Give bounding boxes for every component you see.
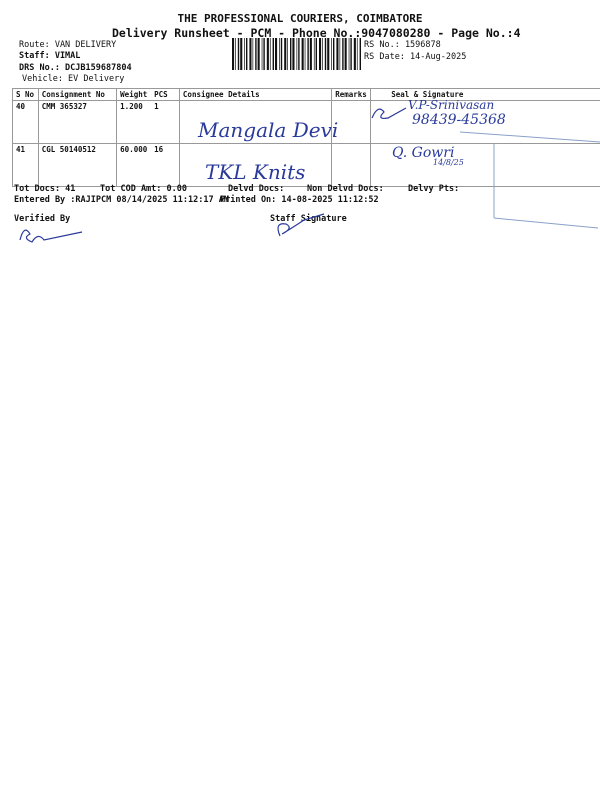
cell-weight: 60.000 xyxy=(116,143,152,187)
drs-no: DRS No.: DCJB159687804 xyxy=(19,63,132,73)
tot-docs: Tot Docs: 41 xyxy=(14,184,76,194)
barcode-bar xyxy=(313,38,315,70)
pen-marks xyxy=(19,107,600,243)
runsheet-table: S No Consignment No Weight PCS Consignee… xyxy=(12,88,600,187)
stamp-outline xyxy=(459,131,600,229)
cell-sno: 40 xyxy=(12,100,39,144)
staff-signature-mark xyxy=(277,213,325,237)
barcode-bar xyxy=(296,38,298,70)
barcode-bar xyxy=(237,38,240,70)
barcode-bar xyxy=(324,38,327,70)
barcode-bar xyxy=(309,38,312,70)
barcode-bar xyxy=(261,38,263,70)
verifier-signature-mark xyxy=(19,229,83,243)
barcode-bar xyxy=(356,38,358,70)
barcode-bar xyxy=(235,38,236,70)
barcode-bar xyxy=(342,38,344,70)
printed-on: Printed On: 14-08-2025 11:12:52 xyxy=(220,195,379,205)
barcode-bar xyxy=(246,38,248,70)
cell-consignment: CGL 50140512 xyxy=(37,143,118,187)
cell-sno: 41 xyxy=(12,143,39,187)
table-row: 41 CGL 50140512 60.000 16 xyxy=(12,143,600,187)
barcode-bar xyxy=(280,38,283,70)
route: Route: VAN DELIVERY xyxy=(19,40,117,50)
staff: Staff: VIMAL xyxy=(19,51,81,61)
barcode-bar xyxy=(249,38,252,70)
handwritten-date: 14/8/25 xyxy=(433,158,464,167)
cell-pcs: 1 xyxy=(151,100,180,144)
barcode-bar xyxy=(336,38,339,70)
non-delvd-docs: Non Delvd Docs: xyxy=(307,184,384,194)
barcode-bar xyxy=(348,38,350,70)
barcode-bar xyxy=(290,38,292,70)
barcode-bar xyxy=(257,38,260,70)
barcode-bar xyxy=(339,38,341,70)
handwritten-signature: V.P-Srinivasan xyxy=(408,98,495,112)
barcode xyxy=(232,38,361,70)
barcode-bar xyxy=(327,38,330,70)
barcode-bar xyxy=(252,38,254,70)
barcode-bar xyxy=(359,38,361,70)
barcode-bar xyxy=(322,38,323,70)
rs-date: RS Date: 14-Aug-2025 xyxy=(364,52,467,62)
barcode-bar xyxy=(287,38,288,70)
runsheet-subtitle: Delivery Runsheet - PCM - Phone No.:9047… xyxy=(112,26,521,40)
handwritten-phone: 98439-45368 xyxy=(412,112,506,128)
barcode-bar xyxy=(255,38,257,70)
cell-pcs: 16 xyxy=(151,143,180,187)
barcode-bar xyxy=(331,38,332,70)
tot-cod: Tot COD Amt: 0.00 xyxy=(100,184,187,194)
verified-by: Verified By xyxy=(14,214,71,224)
barcode-bar xyxy=(266,38,269,70)
barcode-bar xyxy=(269,38,271,70)
barcode-bar xyxy=(284,38,287,70)
barcode-bar xyxy=(263,38,265,70)
barcode-bar xyxy=(350,38,352,70)
cell-weight: 1.200 xyxy=(116,100,152,144)
handwritten-consignee: TKL Knits xyxy=(205,160,306,184)
signature-scribble xyxy=(371,107,407,119)
handwritten-consignee: Mangala Devi xyxy=(198,118,339,142)
company-title: THE PROFESSIONAL COURIERS, COIMBATORE xyxy=(177,12,423,25)
barcode-bar xyxy=(301,38,304,70)
vehicle: Vehicle: EV Delivery xyxy=(22,74,125,84)
barcode-bar xyxy=(307,38,309,70)
barcode-bar xyxy=(298,38,300,70)
barcode-bar xyxy=(315,38,317,70)
delvd-docs: Delvd Docs: xyxy=(228,184,285,194)
barcode-bar xyxy=(319,38,322,70)
barcode-bar xyxy=(272,38,274,70)
barcode-bar xyxy=(292,38,295,70)
table-row: 40 CMM 365327 1.200 1 xyxy=(12,100,600,144)
barcode-bar xyxy=(344,38,347,70)
barcode-bar xyxy=(353,38,356,70)
rs-no: RS No.: 1596878 xyxy=(364,40,441,50)
barcode-bar xyxy=(240,38,243,70)
delvy-pts: Delvy Pts: xyxy=(408,184,460,194)
barcode-bar xyxy=(333,38,335,70)
barcode-bar xyxy=(304,38,306,70)
barcode-bar xyxy=(279,38,280,70)
barcode-bar xyxy=(232,38,235,70)
barcode-bar xyxy=(244,38,245,70)
barcode-bar xyxy=(275,38,278,70)
handwritten-signature: Q. Gowri xyxy=(392,145,455,161)
cell-consignment: CMM 365327 xyxy=(37,100,118,144)
entered-by: Entered By :RAJIPCM 08/14/2025 11:12:17 … xyxy=(14,195,229,205)
